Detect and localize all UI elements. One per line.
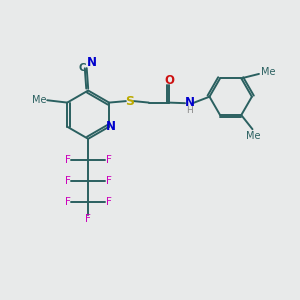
Text: N: N: [87, 56, 97, 69]
Text: H: H: [186, 106, 193, 115]
Text: F: F: [106, 176, 112, 186]
Text: F: F: [64, 155, 70, 165]
Text: Me: Me: [246, 131, 260, 141]
Text: N: N: [106, 120, 116, 133]
Text: N: N: [185, 96, 195, 109]
Text: F: F: [106, 197, 112, 207]
Text: C: C: [79, 63, 86, 73]
Text: S: S: [125, 94, 134, 108]
Text: F: F: [64, 197, 70, 207]
Text: F: F: [64, 176, 70, 186]
Text: Me: Me: [260, 68, 275, 77]
Text: O: O: [164, 74, 174, 87]
Text: Me: Me: [32, 94, 46, 105]
Text: F: F: [85, 214, 91, 224]
Text: F: F: [106, 155, 112, 165]
